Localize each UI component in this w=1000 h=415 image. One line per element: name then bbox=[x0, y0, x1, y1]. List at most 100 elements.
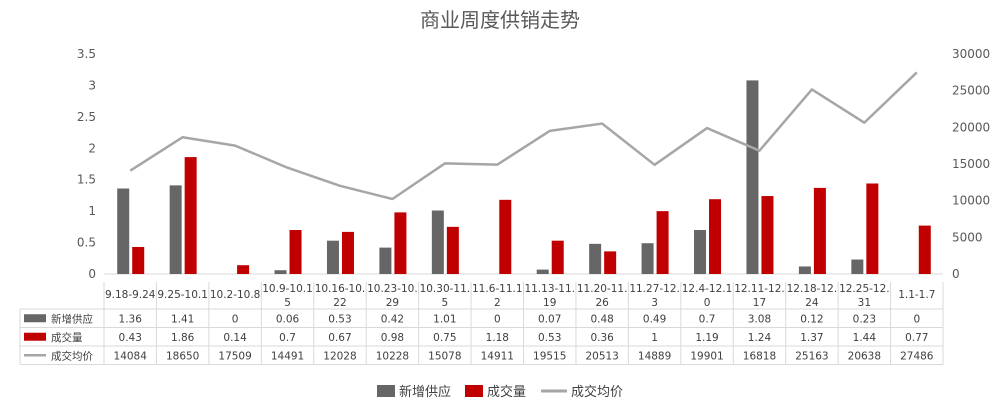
table-cell: 14889 bbox=[638, 350, 671, 362]
category-label: 12.18-12. bbox=[787, 283, 838, 295]
table-cell: 20638 bbox=[848, 350, 881, 362]
table-cell: 27486 bbox=[900, 350, 934, 362]
table-cell: 0.36 bbox=[590, 332, 614, 344]
y-left-tick-label: 2.5 bbox=[77, 110, 96, 124]
bar-transaction-volume bbox=[709, 199, 722, 274]
bar-new-supply bbox=[589, 243, 602, 274]
category-label: 1.1-1.7 bbox=[898, 289, 935, 301]
y-right-tick-label: 20000 bbox=[952, 120, 990, 134]
category-label: 10.9-10.1 bbox=[262, 283, 313, 295]
table-cell: 0.98 bbox=[381, 332, 404, 344]
table-cell: 0.48 bbox=[590, 313, 613, 325]
bar-transaction-volume bbox=[237, 265, 250, 274]
table-cell: 1 bbox=[651, 332, 658, 344]
table-cell: 0.23 bbox=[853, 313, 876, 325]
y-right-tick-label: 15000 bbox=[952, 157, 990, 171]
line-average-price bbox=[129, 71, 918, 201]
table-cell: 1.18 bbox=[486, 332, 509, 344]
table-cell: 14491 bbox=[271, 350, 304, 362]
table-cell: 25163 bbox=[795, 350, 828, 362]
legend-label: 新增供应 bbox=[399, 384, 451, 400]
y-left-tick-label: 1.5 bbox=[77, 173, 96, 187]
category-label: 10.30-11. bbox=[420, 283, 471, 295]
table-cell: 0.53 bbox=[538, 332, 561, 344]
bar-new-supply bbox=[117, 188, 130, 274]
bar-new-supply bbox=[274, 270, 287, 274]
table-cell: 0.53 bbox=[328, 313, 351, 325]
bar-new-supply bbox=[379, 247, 392, 274]
legend-swatch bbox=[377, 385, 395, 397]
table-key-swatch bbox=[24, 314, 46, 323]
bar-transaction-volume bbox=[446, 226, 459, 274]
bar-transaction-volume bbox=[132, 246, 145, 274]
bar-new-supply bbox=[851, 259, 864, 274]
table-cell: 14084 bbox=[114, 350, 148, 362]
table-row-header: 成交量 bbox=[51, 331, 83, 344]
bar-transaction-volume bbox=[551, 240, 564, 274]
category-label: 11.20-11. bbox=[577, 283, 628, 295]
legend-swatch bbox=[465, 385, 483, 397]
table-cell: 12028 bbox=[323, 350, 356, 362]
category-label: 12.4-12.1 bbox=[682, 283, 733, 295]
category-label: 26 bbox=[595, 297, 609, 309]
bar-new-supply bbox=[169, 185, 182, 274]
category-label: 5 bbox=[442, 297, 449, 309]
bar-transaction-volume bbox=[289, 230, 302, 274]
bar-new-supply bbox=[536, 269, 549, 274]
bar-transaction-volume bbox=[604, 251, 617, 274]
table-cell: 19515 bbox=[533, 350, 566, 362]
category-label: 22 bbox=[333, 297, 346, 309]
bar-new-supply bbox=[641, 243, 654, 274]
table-cell: 0.7 bbox=[699, 313, 716, 325]
bar-transaction-volume bbox=[656, 211, 669, 274]
category-label: 2 bbox=[494, 297, 501, 309]
bar-transaction-volume bbox=[813, 187, 826, 274]
category-label: 0 bbox=[704, 297, 711, 309]
table-cell: 15078 bbox=[428, 350, 461, 362]
table-cell: 18650 bbox=[166, 350, 199, 362]
table-cell: 3.08 bbox=[748, 313, 771, 325]
legend: 新增供应 成交量 成交均价 bbox=[377, 384, 623, 400]
legend-label: 成交均价 bbox=[571, 384, 623, 400]
table-cell: 0.77 bbox=[905, 332, 928, 344]
table-cell: 16818 bbox=[743, 350, 776, 362]
y-left-tick-label: 2 bbox=[88, 141, 96, 155]
y-right-tick-label: 25000 bbox=[952, 84, 990, 98]
category-label: 17 bbox=[753, 297, 766, 309]
category-label: 3 bbox=[651, 297, 658, 309]
table-cell: 1.44 bbox=[853, 332, 877, 344]
table-cell: 0.67 bbox=[328, 332, 351, 344]
y-right-tick-label: 0 bbox=[952, 267, 960, 281]
y-left-tick-label: 1 bbox=[88, 204, 96, 218]
bar-transaction-volume bbox=[184, 157, 197, 274]
table-cell: 0 bbox=[232, 313, 239, 325]
table-cell: 0.14 bbox=[223, 332, 247, 344]
category-label: 12.25-12. bbox=[839, 283, 890, 295]
table-row-header: 成交均价 bbox=[51, 349, 93, 362]
table-cell: 14911 bbox=[481, 350, 514, 362]
table-cell: 1.86 bbox=[171, 332, 195, 344]
category-label: 12.11-12. bbox=[734, 283, 785, 295]
table-cell: 1.41 bbox=[171, 313, 194, 325]
bar-transaction-volume bbox=[341, 231, 354, 274]
category-label: 11.13-11. bbox=[524, 283, 575, 295]
y-left-tick-label: 3.5 bbox=[77, 47, 96, 61]
table-cell: 0.07 bbox=[538, 313, 561, 325]
table-cell: 0.12 bbox=[800, 313, 823, 325]
bar-new-supply bbox=[326, 240, 339, 274]
bar-transaction-volume bbox=[866, 183, 879, 274]
category-label: 19 bbox=[543, 297, 556, 309]
y-left-tick-label: 0.5 bbox=[77, 236, 96, 250]
chart-title: 商业周度供销走势 bbox=[420, 8, 580, 32]
bar-new-supply bbox=[798, 266, 811, 274]
y-left-tick-label: 0 bbox=[88, 267, 96, 281]
bar-new-supply bbox=[694, 230, 707, 274]
category-label: 31 bbox=[858, 297, 871, 309]
table-cell: 0.75 bbox=[433, 332, 456, 344]
bar-transaction-volume bbox=[918, 225, 931, 274]
category-label: 10.16-10. bbox=[315, 283, 366, 295]
bar-transaction-volume bbox=[499, 199, 512, 274]
bar-transaction-volume bbox=[394, 212, 407, 274]
bar-new-supply bbox=[746, 80, 759, 275]
